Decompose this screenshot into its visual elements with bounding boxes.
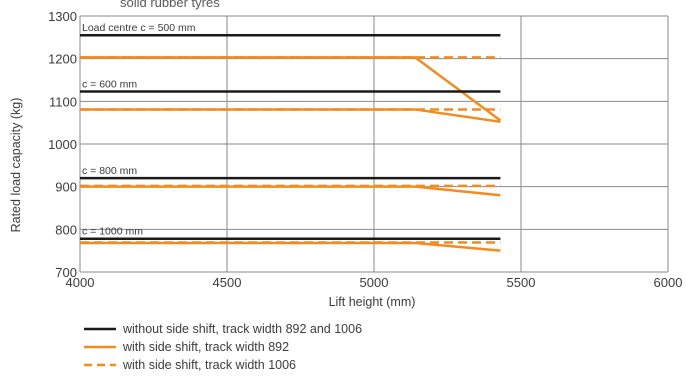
load-centre-annotations: Load centre c = 500 mm c = 600 mm c = 800 … — [82, 22, 196, 238]
chart-heading: solid rubber tyres — [120, 0, 220, 10]
y-tick-label: 1000 — [48, 137, 77, 152]
y-tick-label: 800 — [55, 222, 77, 237]
series-line — [80, 185, 501, 197]
x-tick-label: 5000 — [360, 275, 389, 290]
y-tick-label: 900 — [55, 180, 77, 195]
grid — [79, 15, 669, 273]
x-tick-label: 4000 — [66, 275, 95, 290]
x-tick-label: 4500 — [213, 275, 242, 290]
legend-label: with side shift, track width 1006 — [122, 358, 296, 372]
legend-label: with side shift, track width 892 — [122, 340, 289, 354]
x-axis-label: Lift height (mm) — [329, 295, 416, 309]
series-line — [80, 241, 501, 252]
x-tick-label: 6000 — [654, 275, 683, 290]
legend: without side shift, track width 892 and … — [84, 322, 362, 372]
load-centre-annotation: c = 800 mm — [82, 165, 137, 177]
series-line — [80, 56, 502, 122]
plot-lines — [80, 33, 502, 252]
x-tick-label: 5500 — [507, 275, 536, 290]
y-tick-label: 1100 — [49, 94, 77, 109]
legend-label: without side shift, track width 892 and … — [122, 322, 362, 336]
tick-labels: 700 800 900 1000 1100 1200 1300 4000 4500 5000 550… — [48, 9, 682, 290]
y-axis-label: Rated load capacity (kg) — [9, 98, 23, 233]
y-tick-label: 1300 — [48, 9, 77, 24]
load-centre-annotation: c = 1000 mm — [82, 226, 143, 238]
y-tick-label: 1200 — [48, 52, 77, 67]
load-centre-annotation: c = 600 mm — [82, 79, 137, 91]
load-centre-annotation: Load centre c = 500 mm — [82, 22, 196, 34]
series-line — [80, 108, 501, 124]
y-tick-label: 700 — [55, 265, 77, 280]
